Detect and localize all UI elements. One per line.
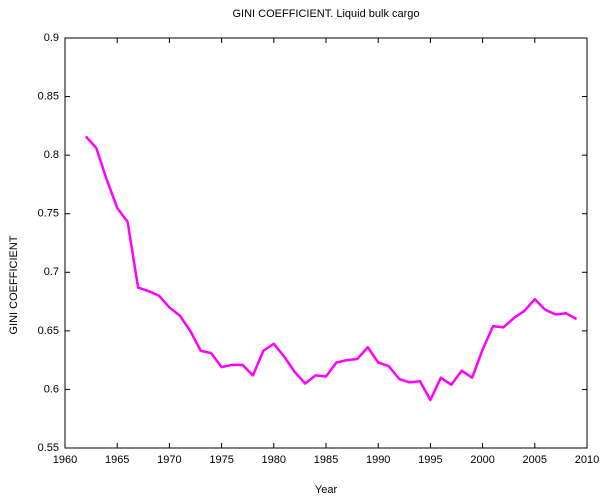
- y-tick-label: 0.75: [38, 208, 59, 220]
- x-tick-label: 2000: [470, 454, 494, 466]
- x-axis-label: Year: [315, 484, 338, 496]
- x-tick-label: 1960: [53, 454, 77, 466]
- y-tick-label: 0.8: [44, 149, 59, 161]
- x-tick-label: 2010: [575, 454, 599, 466]
- x-tick-label: 1995: [418, 454, 442, 466]
- y-tick-label: 0.7: [44, 266, 59, 278]
- x-tick-label: 1970: [157, 454, 181, 466]
- x-tick-label: 1965: [105, 454, 129, 466]
- y-tick-label: 0.65: [38, 325, 59, 337]
- x-tick-label: 2005: [523, 454, 547, 466]
- y-axis-label: GINI COEFFICIENT: [8, 235, 20, 334]
- y-tick-label: 0.6: [44, 383, 59, 395]
- chart-title: GINI COEFFICIENT. Liquid bulk cargo: [232, 8, 419, 20]
- y-tick-label: 0.55: [38, 442, 59, 454]
- x-tick-label: 1975: [209, 454, 233, 466]
- x-tick-label: 1980: [262, 454, 286, 466]
- y-tick-label: 0.85: [38, 90, 59, 102]
- x-tick-label: 1990: [366, 454, 390, 466]
- x-tick-label: 1985: [314, 454, 338, 466]
- y-tick-label: 0.9: [44, 32, 59, 44]
- data-line: [84, 135, 578, 402]
